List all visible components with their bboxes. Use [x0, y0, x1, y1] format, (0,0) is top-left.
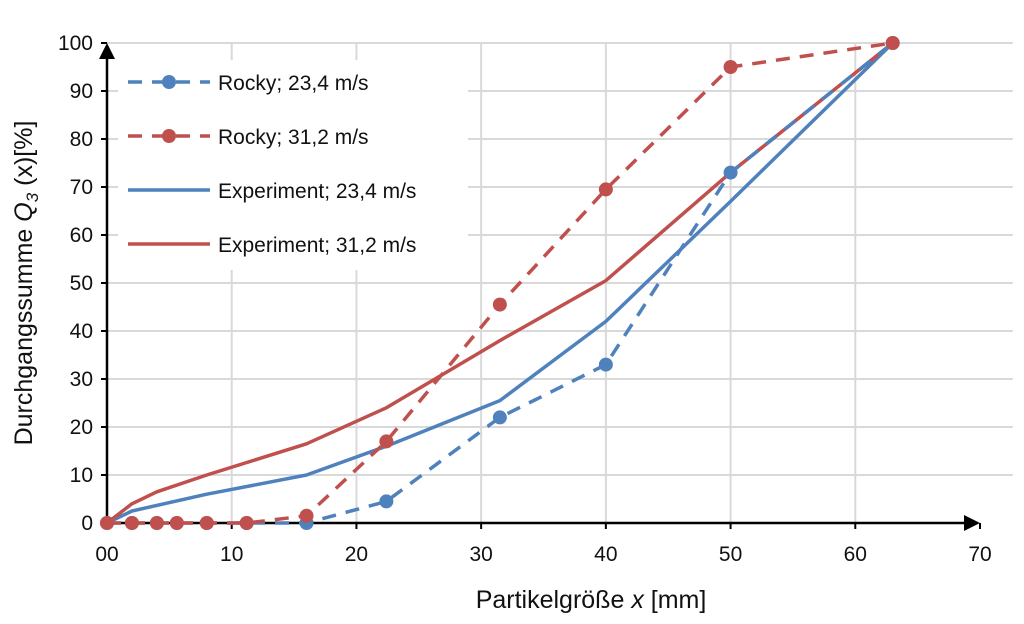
data-point [598, 357, 613, 372]
x-axis-label: Partikelgröße x [mm] [476, 586, 707, 614]
x-axis-arrow [964, 515, 980, 531]
y-tick-label: 40 [70, 320, 93, 343]
data-point [723, 165, 738, 180]
x-tick-label: 60 [844, 543, 867, 566]
series-group [100, 36, 900, 530]
legend-label: Experiment; 31,2 m/s [218, 234, 416, 257]
x-tick-label: 10 [220, 543, 243, 566]
data-point [124, 516, 139, 530]
data-point [885, 36, 900, 50]
y-axis-arrow [99, 43, 115, 59]
data-point [149, 516, 164, 530]
y-axis-label: Durchgangssumme Q3 (x)[%] [10, 121, 42, 446]
x-tick-label: 30 [469, 543, 492, 566]
legend-label: Rocky; 23,4 m/s [218, 72, 369, 95]
data-point [100, 516, 114, 530]
data-point [598, 182, 613, 197]
y-tick-label: 100 [58, 32, 93, 55]
series-line [105, 41, 894, 525]
data-point [723, 60, 738, 74]
data-point [239, 516, 254, 530]
x-tick-label: 70 [968, 543, 991, 566]
y-tick-label: 10 [70, 464, 93, 487]
legend-box [118, 60, 468, 270]
y-tick-label: 50 [70, 272, 93, 295]
y-tick-label: 20 [70, 416, 93, 439]
data-point [169, 516, 184, 530]
x-tick-label: 00 [95, 543, 118, 566]
tick-labels: 00 10 20 30 40 50 60 70 0 10 20 30 40 50 60 70 80 90 100 [58, 32, 992, 566]
legend-label: Experiment; 23,4 m/s [218, 180, 416, 203]
data-point [379, 434, 394, 449]
series-line [107, 41, 894, 525]
data-point [199, 516, 214, 530]
y-tick-label: 30 [70, 368, 93, 391]
data-point [492, 410, 507, 425]
x-tick-label: 50 [719, 543, 742, 566]
data-point [299, 508, 314, 523]
y-tick-label: 0 [81, 512, 93, 535]
y-tick-label: 80 [70, 128, 93, 151]
legend: Rocky; 23,4 m/s Rocky; 31,2 m/s Experiment… [118, 60, 468, 270]
x-tick-label: 40 [594, 543, 617, 566]
legend-label: Rocky; 31,2 m/s [218, 126, 369, 149]
legend-marker [162, 129, 176, 143]
data-point [379, 494, 394, 509]
legend-marker [162, 75, 176, 89]
data-point [492, 297, 507, 312]
y-tick-label: 90 [70, 80, 93, 103]
series-line [107, 41, 893, 525]
x-tick-label: 20 [345, 543, 368, 566]
y-tick-label: 70 [70, 176, 93, 199]
y-tick-label: 60 [70, 224, 93, 247]
